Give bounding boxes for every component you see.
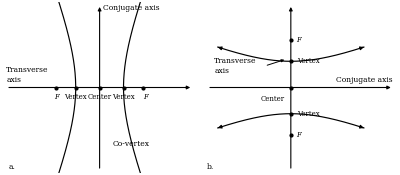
Text: Vertex: Vertex — [296, 57, 319, 65]
Text: Transverse
axis: Transverse axis — [214, 57, 257, 75]
Text: a.: a. — [8, 163, 15, 171]
Text: Vertex: Vertex — [296, 110, 319, 118]
Text: b.: b. — [207, 163, 214, 171]
Text: Conjugate axis: Conjugate axis — [103, 4, 160, 12]
Text: F: F — [54, 93, 58, 101]
Text: Co-vertex: Co-vertex — [113, 140, 150, 148]
Text: Center: Center — [261, 95, 285, 103]
Text: F: F — [143, 93, 148, 101]
Text: F: F — [296, 131, 300, 139]
Text: Vertex: Vertex — [64, 93, 87, 101]
Text: Center: Center — [88, 93, 112, 101]
Text: Vertex: Vertex — [112, 93, 135, 101]
Text: Transverse
axis: Transverse axis — [6, 66, 49, 84]
Text: Conjugate axis: Conjugate axis — [336, 76, 392, 84]
Text: F: F — [296, 36, 300, 44]
